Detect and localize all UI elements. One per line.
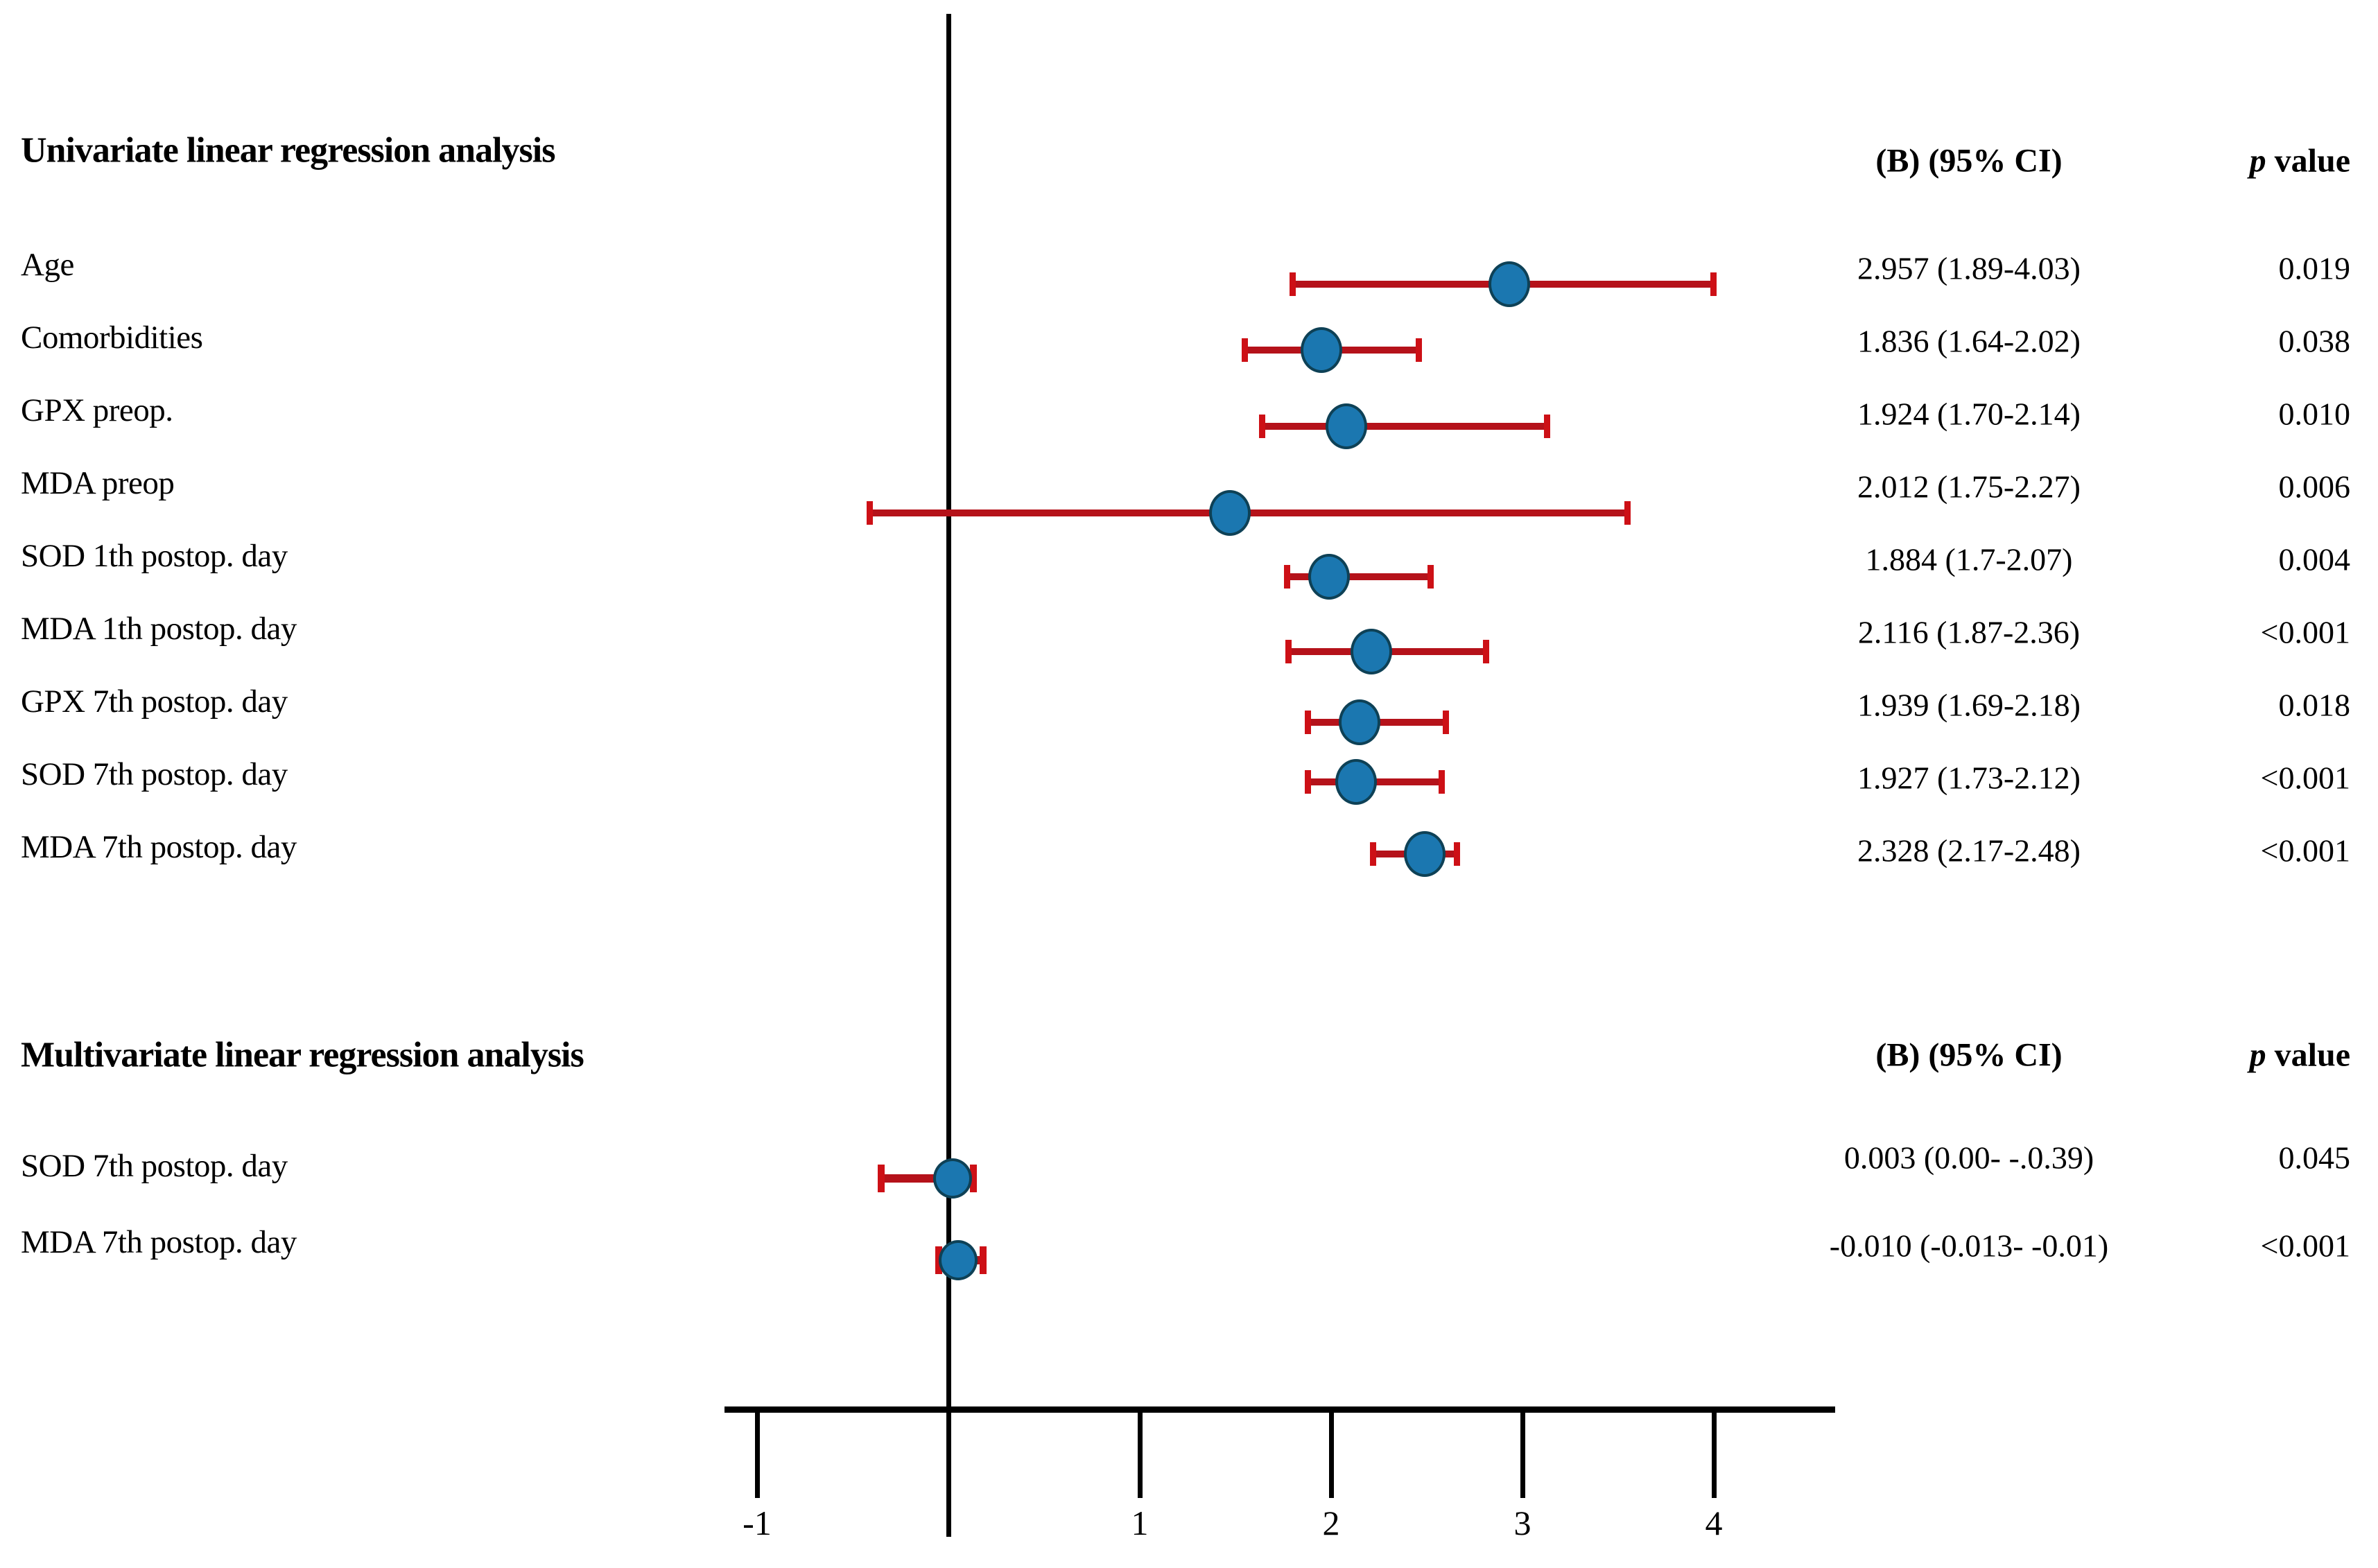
p-value-column-header-multivariate: p value: [2121, 1036, 2350, 1074]
b-ci-value: 0.003 (0.00- -.0.39): [1843, 1140, 2094, 1176]
b-ci-value: 1.939 (1.69-2.18): [1857, 687, 2081, 723]
p-value: 0.045: [2278, 1140, 2351, 1176]
x-axis-line: [724, 1406, 1835, 1413]
row-label: SOD 7th postop. day: [21, 756, 288, 792]
point-estimate-dot: [1335, 759, 1377, 805]
row-label: MDA 7th postop. day: [21, 829, 297, 865]
ci-cap-left: [866, 501, 873, 525]
ci-cap-left: [1241, 338, 1248, 362]
multivariate-section-title: Multivariate linear regression analysis: [21, 1035, 584, 1075]
p-value: <0.001: [2260, 1228, 2350, 1264]
ci-cap-left: [1289, 272, 1296, 296]
row-label: Age: [21, 247, 74, 283]
point-estimate-dot: [1326, 403, 1368, 449]
x-axis-tick-label: 4: [1705, 1504, 1723, 1542]
univariate-section-title: Univariate linear regression analysis: [21, 130, 555, 171]
ci-cap-right: [1415, 338, 1422, 362]
p-header-rest: value: [2266, 142, 2350, 180]
x-axis-tick: [1520, 1409, 1525, 1498]
ci-cap-right: [1624, 501, 1631, 525]
row-label: MDA 7th postop. day: [21, 1224, 297, 1260]
x-axis-tick: [1329, 1409, 1334, 1498]
b-ci-value: 1.927 (1.73-2.12): [1857, 760, 2081, 796]
point-estimate-dot: [1404, 831, 1446, 877]
row-label: GPX 7th postop. day: [21, 683, 288, 720]
ci-cap-right: [1543, 415, 1550, 438]
ci-cap-right: [979, 1246, 987, 1274]
x-axis-tick: [755, 1409, 760, 1498]
x-axis-tick: [1138, 1409, 1143, 1498]
ci-cap-right: [1454, 842, 1461, 866]
b-ci-value: 2.116 (1.87-2.36): [1857, 614, 2081, 650]
ci-cap-right: [969, 1165, 977, 1192]
zero-reference-line: [946, 14, 951, 1537]
point-estimate-dot: [1339, 699, 1381, 745]
b-ci-value: 2.957 (1.89-4.03): [1857, 250, 2081, 286]
ci-cap-right: [1439, 770, 1446, 794]
b-ci-value: 1.836 (1.64-2.02): [1857, 323, 2081, 359]
ci-whisker: [1287, 573, 1431, 580]
b-ci-value: 1.924 (1.70-2.14): [1857, 396, 2081, 432]
ci-cap-left: [1304, 711, 1311, 734]
ci-cap-right: [1710, 272, 1717, 296]
ci-cap-left: [1369, 842, 1376, 866]
point-estimate-dot: [938, 1240, 978, 1280]
row-label: Comorbidities: [21, 320, 203, 356]
p-value: 0.010: [2278, 396, 2351, 432]
p-header-rest: value: [2266, 1036, 2350, 1074]
point-estimate-dot: [1350, 629, 1392, 674]
point-estimate-dot: [1308, 554, 1351, 600]
p-italic-glyph: p: [2249, 142, 2266, 180]
row-label: GPX preop.: [21, 392, 173, 428]
row-label: SOD 1th postop. day: [21, 538, 288, 574]
b-ci-value: 2.328 (2.17-2.48): [1857, 833, 2081, 869]
point-estimate-dot: [932, 1158, 972, 1199]
b-ci-column-header: (B) (95% CI): [1875, 142, 2063, 180]
point-estimate-dot: [1208, 490, 1251, 536]
point-estimate-dot: [1301, 327, 1343, 373]
b-ci-value: 2.012 (1.75-2.27): [1857, 469, 2081, 505]
ci-cap-left: [1283, 565, 1290, 589]
b-ci-column-header-multivariate: (B) (95% CI): [1875, 1036, 2063, 1074]
p-value: 0.019: [2278, 250, 2351, 286]
b-ci-value: -0.010 (-0.013- -0.01): [1829, 1228, 2109, 1264]
b-ci-value: 1.884 (1.7-2.07): [1865, 541, 2073, 577]
p-value: 0.038: [2278, 323, 2351, 359]
x-axis-tick-label: -1: [743, 1504, 772, 1542]
point-estimate-dot: [1488, 261, 1530, 307]
x-axis-tick-label: 2: [1322, 1504, 1340, 1542]
ci-cap-left: [1258, 415, 1265, 438]
ci-cap-right: [1442, 711, 1449, 734]
x-axis-tick-label: 3: [1513, 1504, 1531, 1542]
p-value: <0.001: [2260, 833, 2350, 869]
p-italic-glyph: p: [2249, 1036, 2266, 1074]
x-axis-tick: [1712, 1409, 1717, 1498]
p-value-column-header: p value: [2121, 142, 2350, 180]
p-value: 0.006: [2278, 469, 2351, 505]
p-value: <0.001: [2260, 760, 2350, 796]
row-label: SOD 7th postop. day: [21, 1148, 288, 1184]
x-axis-tick-label: 1: [1131, 1504, 1149, 1542]
row-label: MDA 1th postop. day: [21, 611, 297, 647]
ci-cap-right: [1427, 565, 1434, 589]
ci-cap-left: [1285, 640, 1292, 663]
row-label: MDA preop: [21, 465, 175, 501]
ci-cap-right: [1482, 640, 1489, 663]
ci-whisker: [1262, 423, 1547, 430]
p-value: <0.001: [2260, 614, 2350, 650]
p-value: 0.004: [2278, 541, 2351, 577]
ci-cap-left: [1304, 770, 1311, 794]
p-value: 0.018: [2278, 687, 2351, 723]
ci-cap-left: [878, 1165, 885, 1192]
